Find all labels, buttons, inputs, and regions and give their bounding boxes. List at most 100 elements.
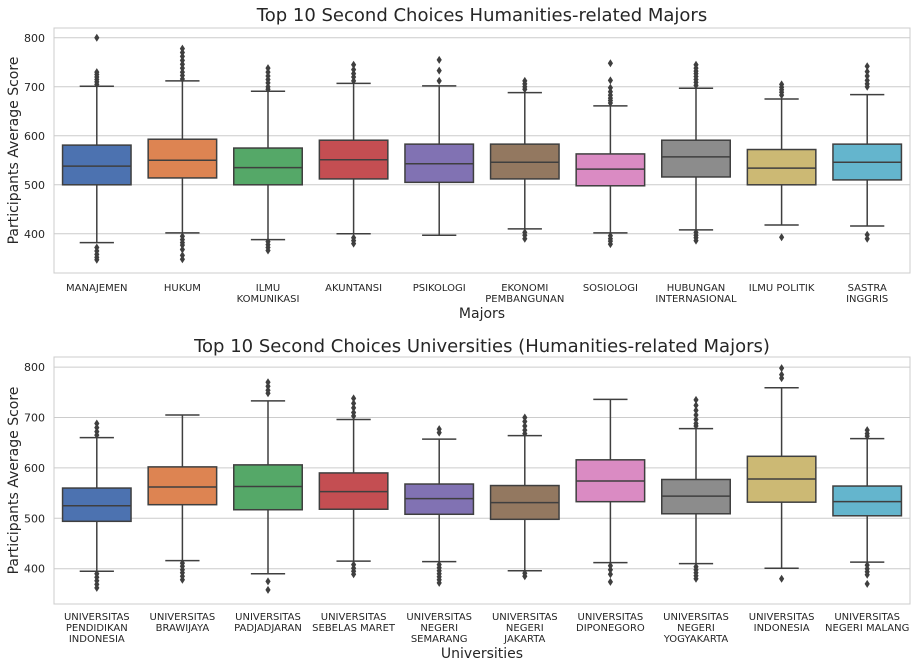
box-2 (147, 44, 218, 264)
outlier-point (94, 583, 100, 592)
outlier-point (693, 574, 699, 583)
outlier-point (265, 246, 271, 255)
x-tick-label: INDONESIA (69, 634, 125, 645)
outlier-point (693, 410, 699, 419)
x-tick-label: ILMU (256, 283, 280, 294)
outlier-point (607, 98, 613, 107)
x-tick-label: UNIVERSITAS (749, 612, 815, 623)
box-iqr (832, 485, 903, 517)
y-tick-label: 500 (24, 179, 45, 192)
outlier-point (693, 401, 699, 410)
x-tick-label: UNIVERSITAS (578, 612, 644, 623)
outlier-point (779, 91, 785, 100)
outlier-point (693, 395, 699, 404)
chart-panel-2: 400500600700800UNIVERSITASPENDIDIKANINDO… (6, 336, 911, 662)
x-axis-label: Majors (459, 306, 505, 322)
outlier-point (607, 570, 613, 579)
outlier-point (436, 578, 442, 587)
box-1 (61, 419, 132, 592)
x-tick-label: SEBELAS MARET (312, 623, 396, 634)
box-2 (147, 414, 218, 584)
box-iqr (61, 487, 132, 523)
outlier-point (864, 72, 870, 81)
box-10 (832, 62, 903, 243)
outlier-point (693, 81, 699, 90)
box-iqr (147, 466, 218, 506)
x-tick-label: PSIKOLOGI (413, 283, 466, 294)
x-tick-label: PENDIDIKAN (66, 623, 128, 634)
outlier-point (864, 432, 870, 441)
y-tick-label: 600 (24, 462, 45, 475)
x-tick-label: SEMARANG (411, 634, 468, 645)
y-tick-label: 800 (24, 32, 45, 45)
box-iqr (746, 148, 817, 186)
y-tick-label: 600 (24, 130, 45, 143)
x-tick-label: AKUNTANSI (325, 283, 382, 294)
box-4 (318, 394, 389, 579)
x-tick-label: DIPONEGORO (576, 623, 645, 634)
x-tick-label: YOGYAKARTA (663, 634, 729, 645)
box-10 (832, 426, 903, 588)
box-4 (318, 60, 389, 248)
x-tick-label: SOSIOLOGI (583, 283, 638, 294)
box-5 (404, 55, 475, 237)
outlier-point (265, 585, 271, 594)
x-tick-label: INTERNASIONAL (655, 294, 737, 305)
outlier-point (179, 74, 185, 83)
box-9 (746, 364, 817, 583)
outlier-point (522, 429, 528, 438)
x-tick-label: NEGERI (506, 623, 544, 634)
chart-title: Top 10 Second Choices Humanities-related… (256, 5, 707, 26)
x-tick-label: UNIVERSITAS (663, 612, 729, 623)
outlier-point (522, 572, 528, 581)
outlier-point (693, 236, 699, 245)
plot-frame (53, 27, 911, 274)
x-tick-label: NEGERI MALANG (825, 623, 909, 634)
y-tick-label: 500 (24, 512, 45, 525)
outlier-point (607, 76, 613, 85)
outlier-point (864, 234, 870, 243)
outlier-point (94, 255, 100, 264)
outlier-point (864, 82, 870, 91)
x-tick-label: PEMBANGUNAN (485, 294, 564, 305)
box-iqr (233, 464, 303, 511)
box-8 (661, 395, 731, 583)
x-tick-label: SASTRA (848, 283, 887, 294)
x-tick-label: BRAWIJAYA (156, 623, 210, 634)
x-tick-label: UNIVERSITAS (235, 612, 301, 623)
outlier-point (265, 85, 271, 94)
x-axis-label: Universities (441, 646, 523, 662)
outlier-point (94, 423, 100, 432)
x-tick-label: PADJADJARAN (234, 623, 302, 634)
outlier-point (94, 419, 100, 428)
outlier-point (436, 76, 442, 85)
y-tick-label: 400 (24, 228, 45, 241)
outlier-point (94, 33, 100, 42)
outlier-point (779, 364, 785, 373)
outlier-point (693, 406, 699, 415)
x-tick-label: HUBUNGAN (667, 283, 726, 294)
x-tick-label: UNIVERSITAS (834, 612, 900, 623)
box-iqr (61, 144, 132, 186)
outlier-point (94, 431, 100, 440)
outlier-point (864, 579, 870, 588)
x-tick-label: INGGRIS (846, 294, 888, 305)
outlier-point (864, 62, 870, 71)
outlier-point (522, 422, 528, 431)
outlier-point (693, 415, 699, 424)
outlier-point (522, 234, 528, 243)
x-tick-label: NEGERI (420, 623, 458, 634)
x-tick-label: UNIVERSITAS (64, 612, 130, 623)
x-tick-label: ILMU POLITIK (749, 283, 815, 294)
outlier-point (607, 240, 613, 249)
outlier-point (351, 411, 357, 420)
x-tick-label: UNIVERSITAS (492, 612, 558, 623)
outlier-point (436, 428, 442, 437)
y-axis-label: Participants Average Score (6, 57, 22, 245)
outlier-point (265, 378, 271, 387)
outlier-point (864, 67, 870, 76)
outlier-point (179, 241, 185, 250)
outlier-point (864, 570, 870, 579)
chart-panel-1: 400 500 600 700 800 MANAJEMEN HUKUM ILMUKOMUNIK… (6, 5, 911, 322)
x-tick-label: NEGERI (677, 623, 715, 634)
